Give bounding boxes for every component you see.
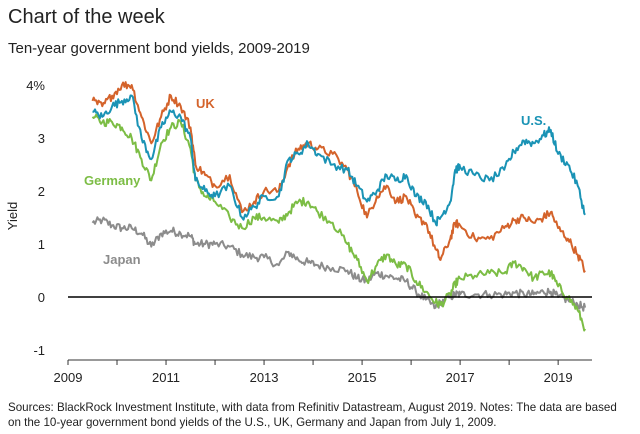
- series-label-uk: UK: [196, 96, 215, 111]
- y-tick-label: 4%: [26, 78, 45, 93]
- x-tick-label: 2017: [446, 370, 475, 385]
- series-layer: [91, 81, 587, 332]
- x-tick-label: 2009: [54, 370, 83, 385]
- series-label-germany: Germany: [84, 173, 141, 188]
- series-line-uk: [91, 81, 586, 273]
- axis-layer: -1 0 1 2 3 4% 2009 2011 2013 2015 2017 2019: [26, 78, 592, 385]
- page-title: Chart of the week: [8, 6, 165, 28]
- y-tick-label: 0: [38, 290, 45, 305]
- x-tick-label: 2015: [348, 370, 377, 385]
- y-tick-label: 2: [38, 184, 45, 199]
- series-label-us: U.S.: [521, 113, 546, 128]
- y-axis-label: Yield: [5, 202, 20, 230]
- series-line-germany: [91, 113, 586, 332]
- series-label-japan: Japan: [103, 252, 141, 267]
- y-tick-label: 1: [38, 237, 45, 252]
- x-tick-label: 2013: [250, 370, 279, 385]
- bond-yield-chart: -1 0 1 2 3 4% 2009 2011 2013 2015 2017 2019 Yield U…: [5, 78, 592, 385]
- y-tick-label: 3: [38, 131, 45, 146]
- x-tick-label: 2019: [544, 370, 573, 385]
- source-note: Sources: BlackRock Investment Institute,…: [8, 401, 617, 429]
- series-line-japan: [91, 216, 587, 312]
- y-tick-label: -1: [33, 343, 45, 358]
- series-line-us: [92, 94, 586, 227]
- x-tick-label: 2011: [152, 370, 180, 385]
- chart-subtitle: Ten-year government bond yields, 2009-20…: [8, 40, 310, 57]
